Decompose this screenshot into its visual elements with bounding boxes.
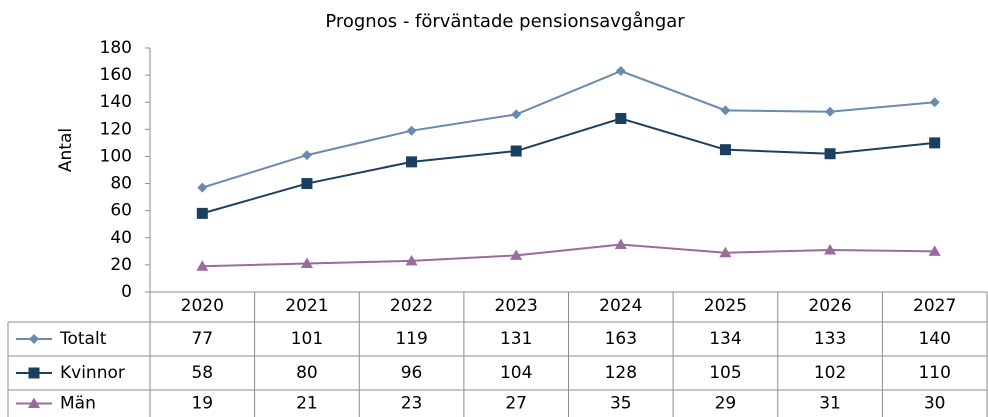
table-value: 35 — [610, 394, 632, 414]
marker — [197, 182, 208, 193]
table-value: 27 — [505, 394, 527, 414]
marker — [301, 150, 312, 161]
y-tick-label: 40 — [110, 228, 132, 248]
marker — [510, 145, 522, 157]
table-value: 23 — [401, 394, 423, 414]
marker — [929, 137, 941, 149]
series-line — [202, 117, 935, 215]
series-line — [202, 69, 935, 189]
marker — [28, 367, 40, 379]
table-value: 58 — [191, 363, 213, 383]
marker — [719, 246, 732, 258]
x-tick-label: 2021 — [285, 296, 328, 316]
marker — [300, 257, 313, 269]
table-value: 128 — [605, 363, 637, 383]
marker — [406, 125, 417, 136]
series-line — [202, 243, 935, 268]
x-tick-label: 2023 — [495, 296, 538, 316]
table-value: 105 — [709, 363, 741, 383]
marker — [405, 254, 418, 266]
table-value: 133 — [814, 329, 846, 349]
marker — [615, 112, 627, 124]
table-value: 134 — [709, 329, 741, 349]
table-value: 19 — [191, 394, 213, 414]
table-value: 21 — [296, 394, 318, 414]
y-tick-label: 100 — [100, 146, 132, 166]
legend-label: Män — [60, 394, 96, 414]
marker — [406, 156, 418, 168]
y-tick-label: 20 — [110, 255, 132, 275]
marker — [615, 66, 626, 77]
table-value: 110 — [918, 363, 950, 383]
marker — [719, 144, 731, 156]
table-value: 119 — [395, 329, 427, 349]
x-tick-label: 2025 — [704, 296, 747, 316]
y-tick-label: 140 — [100, 92, 132, 112]
marker — [511, 109, 522, 120]
table-value: 96 — [401, 363, 423, 383]
table-value: 102 — [814, 363, 846, 383]
marker — [825, 106, 836, 117]
legend-label: Totalt — [59, 329, 107, 349]
marker — [614, 238, 627, 250]
x-tick-label: 2026 — [808, 296, 851, 316]
y-tick-label: 120 — [100, 119, 132, 139]
y-tick-label: 60 — [110, 201, 132, 221]
marker — [28, 397, 40, 408]
y-axis-label: Antal — [56, 128, 76, 172]
x-tick-label: 2024 — [599, 296, 642, 316]
table-value: 29 — [715, 394, 737, 414]
marker — [29, 334, 39, 344]
table-value: 77 — [191, 329, 213, 349]
table-value: 101 — [291, 329, 323, 349]
table-value: 163 — [605, 329, 637, 349]
table-value: 104 — [500, 363, 532, 383]
marker — [928, 245, 941, 256]
x-tick-label: 2027 — [913, 296, 956, 316]
table-value: 31 — [819, 394, 841, 414]
marker — [510, 249, 523, 260]
y-tick-label: 160 — [100, 65, 132, 85]
table-value: 140 — [918, 329, 950, 349]
table-value: 80 — [296, 363, 318, 383]
y-tick-label: 0 — [121, 282, 132, 302]
y-tick-label: 180 — [100, 38, 132, 58]
y-tick-label: 80 — [110, 174, 132, 194]
table-value: 30 — [924, 394, 946, 414]
marker — [720, 105, 731, 116]
chart-title: Prognos - förväntade pensionsavgångar — [325, 11, 685, 32]
marker — [301, 178, 313, 190]
marker — [196, 260, 209, 271]
table-value: 131 — [500, 329, 532, 349]
marker — [824, 243, 837, 255]
legend-label: Kvinnor — [60, 363, 125, 383]
marker — [196, 207, 208, 219]
x-tick-label: 2020 — [181, 296, 224, 316]
x-tick-label: 2022 — [390, 296, 433, 316]
marker — [824, 148, 836, 160]
marker — [929, 97, 940, 108]
